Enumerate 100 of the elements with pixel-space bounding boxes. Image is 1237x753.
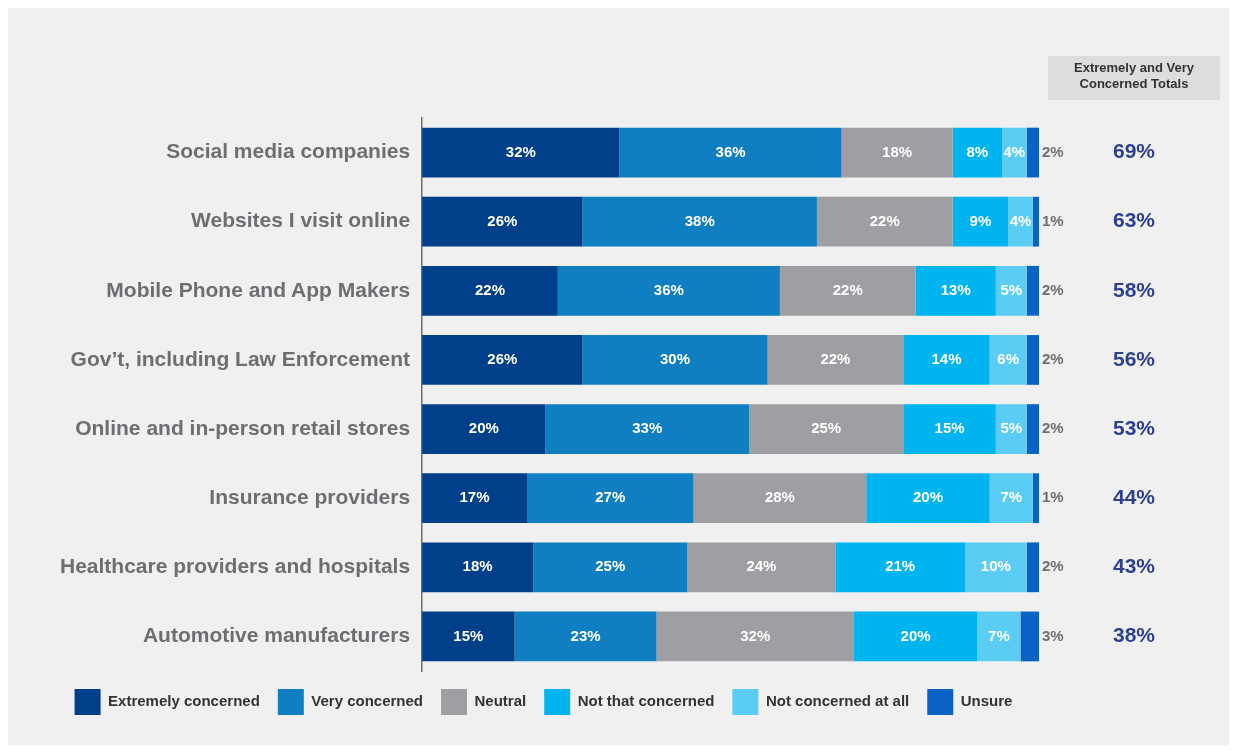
data-label: 7% (988, 626, 1010, 644)
data-label: 15% (934, 419, 965, 437)
y-tick-label: Websites I visit online (191, 208, 411, 232)
legend-label: Extremely concerned (108, 692, 260, 710)
legend-label: Neutral (474, 692, 527, 710)
data-label: 20% (912, 488, 943, 506)
y-tick-label: Social media companies (166, 139, 411, 163)
bar (853, 611, 978, 662)
bar (1026, 335, 1039, 385)
data-label: 27% (595, 488, 626, 506)
data-label: 32% (505, 142, 536, 160)
data-label: 20% (468, 419, 499, 437)
bar (1020, 611, 1039, 662)
legend-label: Not that concerned (577, 692, 715, 710)
data-label: 18% (882, 142, 913, 160)
data-label: 24% (746, 557, 777, 575)
bar (749, 404, 904, 454)
data-label: 14% (931, 350, 962, 368)
data-label: 22% (869, 211, 900, 229)
data-label: 10% (980, 557, 1011, 575)
bar (693, 473, 867, 524)
data-label: 15% (453, 626, 484, 644)
bar (866, 473, 990, 524)
data-label: 26% (487, 350, 518, 368)
bar (903, 335, 990, 385)
y-tick-label: Mobile Phone and App Makers (106, 277, 411, 301)
text: 58% (1112, 277, 1156, 301)
data-label: 22% (832, 280, 863, 298)
data-label: 30% (660, 350, 691, 368)
bar (526, 473, 694, 524)
bar (989, 473, 1033, 524)
bar (903, 404, 996, 454)
bar (687, 542, 836, 593)
data-label: 5% (1000, 280, 1023, 298)
data-label: 6% (997, 350, 1019, 368)
y-tick-label: Automotive manufacturers (142, 623, 411, 647)
bar (422, 404, 546, 454)
data-label: 18% (462, 557, 493, 575)
data-label: 33% (632, 419, 663, 437)
text: 69% (1112, 139, 1156, 163)
text: Extremely and Very Concerned Totals (1074, 60, 1195, 92)
bar (1026, 542, 1039, 593)
data-label: 2% (1042, 557, 1064, 575)
data-label: 28% (764, 488, 795, 506)
bar (557, 265, 780, 316)
data-label: 17% (459, 488, 490, 506)
bar (619, 127, 842, 178)
bar (964, 542, 1027, 593)
bar (1026, 127, 1039, 178)
y-tick-label: Healthcare providers and hospitals (60, 554, 411, 578)
bar (779, 265, 916, 316)
data-label: 2% (1042, 280, 1064, 298)
bar (915, 265, 996, 316)
bar (1026, 265, 1039, 316)
data-label: 38% (684, 211, 715, 229)
y-tick-label: Insurance providers (209, 484, 411, 508)
bar (422, 196, 583, 247)
bar (422, 611, 515, 662)
data-label: 5% (1000, 419, 1023, 437)
legend-label: Unsure (960, 692, 1013, 710)
data-label: 9% (969, 211, 992, 229)
data-label: 22% (820, 350, 851, 368)
bar (1032, 473, 1039, 524)
data-label: 8% (966, 142, 989, 160)
data-label: 2% (1042, 350, 1064, 368)
legend-label: Not concerned at all (765, 692, 910, 710)
bar (995, 404, 1027, 454)
data-label: 7% (1000, 488, 1023, 506)
data-label: 1% (1042, 211, 1064, 229)
data-label: 23% (570, 626, 601, 644)
bar (1032, 196, 1039, 247)
bar (767, 335, 904, 385)
data-label: 2% (1042, 142, 1064, 160)
bar (422, 127, 620, 178)
data-label: 2% (1042, 419, 1064, 437)
data-label: 25% (811, 419, 842, 437)
text: 63% (1112, 208, 1156, 232)
bar (816, 196, 953, 247)
data-label: 3% (1042, 626, 1064, 644)
data-label: 32% (740, 626, 771, 644)
data-label: 13% (940, 280, 971, 298)
data-label: 25% (595, 557, 626, 575)
data-label: 22% (474, 280, 505, 298)
bar (952, 127, 1002, 178)
bar (545, 404, 750, 454)
text: 44% (1112, 484, 1156, 508)
bar (656, 611, 854, 662)
bar (422, 265, 558, 316)
bar (422, 542, 534, 593)
bar (422, 473, 527, 524)
legend-label: Very concerned (311, 692, 424, 710)
data-label: 20% (900, 626, 931, 644)
bar (514, 611, 657, 662)
data-label: 36% (653, 280, 684, 298)
y-tick-label: Online and in-person retail stores (75, 415, 411, 439)
data-label: 36% (715, 142, 746, 160)
data-label: 4% (1003, 142, 1026, 160)
data-label: 21% (885, 557, 916, 575)
bar (977, 611, 1021, 662)
bar (582, 335, 768, 385)
